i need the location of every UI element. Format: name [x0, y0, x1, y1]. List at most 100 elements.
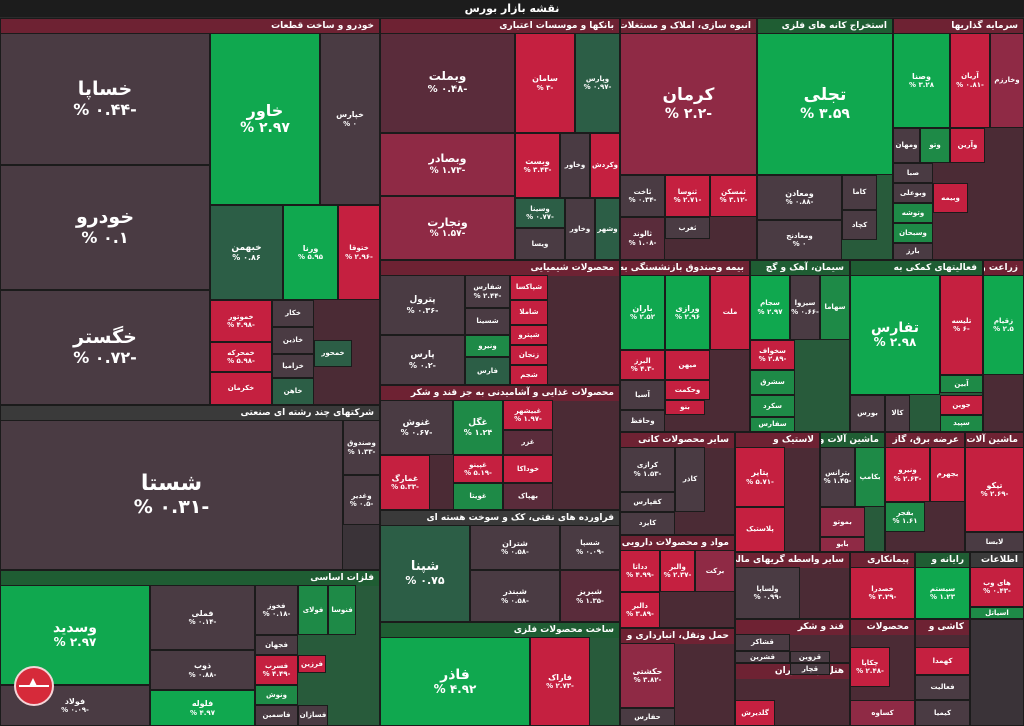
stock-tile[interactable]: حکشتی -۳.۸۲ %: [620, 643, 675, 708]
stock-tile[interactable]: ثاخت -۰.۳۴ %: [620, 175, 665, 217]
stock-tile[interactable]: ویسا: [515, 228, 565, 260]
sector-title[interactable]: حمل ونقل، انبارداری و: [621, 629, 734, 644]
stock-tile[interactable]: سپید: [940, 415, 983, 432]
stock-tile[interactable]: شپنا ۰.۷۵ %: [380, 525, 470, 622]
stock-tile[interactable]: وشهر: [595, 198, 620, 260]
sector-title[interactable]: انبوه سازی، املاک و مستغلات: [621, 19, 756, 34]
stock-tile[interactable]: وحکمت: [665, 380, 710, 400]
stock-tile[interactable]: خاذین: [272, 327, 314, 354]
stock-tile[interactable]: پارس -۰.۲ %: [380, 335, 465, 385]
stock-tile[interactable]: ملت: [710, 275, 750, 350]
stock-tile[interactable]: چکاپا -۲.۴۸ %: [850, 647, 890, 687]
sector-title[interactable]: سیمان، آهک و گچ: [751, 261, 849, 276]
stock-tile[interactable]: خصدرا -۳.۲۹ %: [850, 567, 915, 619]
stock-tile[interactable]: ولساپا -۰.۹۹ %: [735, 567, 800, 619]
sector-title[interactable]: خودرو و ساخت قطعات: [1, 19, 379, 34]
stock-tile[interactable]: ثالوند -۱.۰۸ %: [620, 217, 665, 260]
stock-tile[interactable]: ثمسکن -۳.۱۲ %: [710, 175, 757, 217]
stock-tile[interactable]: کالا: [885, 395, 910, 432]
sector-title[interactable]: محصولات شیمیایی: [381, 261, 619, 276]
stock-tile[interactable]: خکرمان: [210, 372, 272, 405]
stock-tile[interactable]: خودرو ۰.۱ %: [0, 165, 210, 290]
stock-tile[interactable]: وخارزم: [990, 33, 1024, 128]
stock-tile[interactable]: شپاکسا: [510, 275, 548, 300]
stock-tile[interactable]: سیستم ۱.۲۳ %: [915, 567, 970, 619]
stock-tile[interactable]: کفپارس: [620, 492, 675, 512]
stock-tile[interactable]: غنوش -۰.۶۷ %: [380, 400, 453, 455]
stock-tile[interactable]: فارس: [465, 357, 510, 385]
stock-tile[interactable]: غویتا: [453, 483, 503, 510]
stock-tile[interactable]: ومعادن -۰.۸۸ %: [757, 175, 842, 220]
stock-tile[interactable]: آریان -۰.۸۱ %: [950, 33, 990, 128]
stock-tile[interactable]: سشرق: [750, 370, 795, 395]
stock-tile[interactable]: کرمان -۲.۲ %: [620, 33, 757, 175]
stock-tile[interactable]: وصنا ۳.۲۸ %: [893, 33, 950, 128]
stock-tile[interactable]: قشرین: [735, 651, 790, 663]
stock-tile[interactable]: فرزین: [298, 655, 326, 673]
stock-tile[interactable]: اسیاتل: [970, 607, 1024, 619]
stock-tile[interactable]: تلیسه -۶ %: [940, 275, 983, 375]
stock-tile[interactable]: سیزوا -۰.۶۶ %: [790, 275, 820, 340]
stock-tile[interactable]: خمحرکه -۵.۹۸ %: [210, 342, 272, 372]
sector-title[interactable]: استخراج کانه های فلزی: [758, 19, 892, 34]
sector-title[interactable]: ماشین آلات: [966, 433, 1023, 448]
stock-tile[interactable]: جوین: [940, 395, 983, 415]
sector-title[interactable]: شرکتهای چند رشته ای صنعتی: [1, 406, 379, 421]
sector-title[interactable]: پیمانکاری: [851, 553, 914, 568]
stock-tile[interactable]: ورنا ۵.۹۵ %: [283, 205, 338, 300]
stock-tile[interactable]: بجهرم: [930, 447, 965, 502]
stock-tile[interactable]: وبست -۳.۴۳ %: [515, 133, 560, 198]
stock-tile[interactable]: تفارس ۲.۹۸ %: [850, 275, 940, 395]
stock-tile[interactable]: شبندر -۰.۵۸ %: [470, 570, 560, 622]
stock-tile[interactable]: سامان -۳ %: [515, 33, 575, 133]
stock-tile[interactable]: لابسا: [965, 532, 1024, 552]
stock-tile[interactable]: کچاد: [842, 210, 877, 240]
stock-tile[interactable]: پترول -۰.۳۶ %: [380, 275, 465, 335]
stock-tile[interactable]: فاسمین: [255, 705, 298, 726]
stock-tile[interactable]: شاملا: [510, 300, 548, 325]
stock-tile[interactable]: برکت: [695, 550, 735, 592]
stock-tile[interactable]: کیمیا: [915, 700, 970, 726]
sector-title[interactable]: بانکها و موسسات اعتباری: [381, 19, 619, 34]
stock-tile[interactable]: خگستر -۰.۷۲ %: [0, 290, 210, 405]
stock-tile[interactable]: وبصادر -۱.۷۳ %: [380, 133, 515, 196]
stock-tile[interactable]: خپارس ۰ %: [320, 33, 380, 205]
sector-title[interactable]: ماشین آلات و: [821, 433, 884, 448]
stock-tile[interactable]: شتران -۰.۵۸ %: [470, 525, 560, 570]
stock-tile[interactable]: فخوز -۰.۱۸ %: [255, 585, 298, 635]
stock-tile[interactable]: وبوعلی: [893, 183, 933, 203]
sector-title[interactable]: کاشی و: [916, 620, 969, 635]
stock-tile[interactable]: خبهمن ۰.۸۶ %: [210, 205, 283, 300]
stock-tile[interactable]: بورس: [850, 395, 885, 432]
stock-tile[interactable]: بارز: [893, 243, 933, 260]
stock-tile[interactable]: شسینا: [465, 308, 510, 335]
stock-tile[interactable]: وبملت -۰.۴۸ %: [380, 33, 515, 133]
stock-tile[interactable]: میهن: [665, 350, 710, 380]
stock-tile[interactable]: وپارس -۰.۹۷ %: [575, 33, 620, 133]
stock-tile[interactable]: باران ۲.۵۲ %: [620, 275, 665, 350]
stock-tile[interactable]: شجم: [510, 365, 548, 385]
sector-title[interactable]: فلزات اساسی: [1, 571, 379, 586]
stock-tile[interactable]: غمارگ -۵.۳۳ %: [380, 455, 430, 510]
stock-tile[interactable]: تجلی ۳.۵۹ %: [757, 33, 893, 175]
sector-title[interactable]: سایر واسطه گریهای مالی: [736, 553, 849, 568]
stock-tile[interactable]: ونوش: [255, 685, 298, 705]
sector-title[interactable]: اطلاعات: [971, 553, 1023, 568]
stock-tile[interactable]: فاذر ۴.۹۲ %: [380, 637, 530, 726]
stock-tile[interactable]: شبریز -۱.۳۵ %: [560, 570, 620, 622]
stock-tile[interactable]: وخاور: [565, 198, 595, 260]
stock-tile[interactable]: گلدیرش: [735, 700, 775, 726]
stock-tile[interactable]: وسبحان: [893, 223, 933, 243]
stock-tile[interactable]: بفجر ۱.۶۱ %: [885, 502, 925, 532]
stock-tile[interactable]: قشاکر: [735, 634, 790, 651]
stock-tile[interactable]: سخواف -۲.۸۹ %: [750, 340, 795, 370]
stock-tile[interactable]: فعالیت: [915, 675, 970, 700]
stock-tile[interactable]: خمحور: [314, 340, 352, 367]
stock-tile[interactable]: ثنوسا -۲.۷۱ %: [665, 175, 710, 217]
stock-tile[interactable]: کساوه: [850, 700, 915, 726]
stock-tile[interactable]: وسینا -۰.۷۷ %: [515, 198, 565, 228]
stock-tile[interactable]: دداتا -۴.۹۹ %: [620, 550, 660, 592]
stock-tile[interactable]: بکامپ: [855, 447, 885, 507]
sector-title[interactable]: فعالیتهای کمکی به: [851, 261, 982, 276]
stock-tile[interactable]: شپترو: [510, 325, 548, 345]
